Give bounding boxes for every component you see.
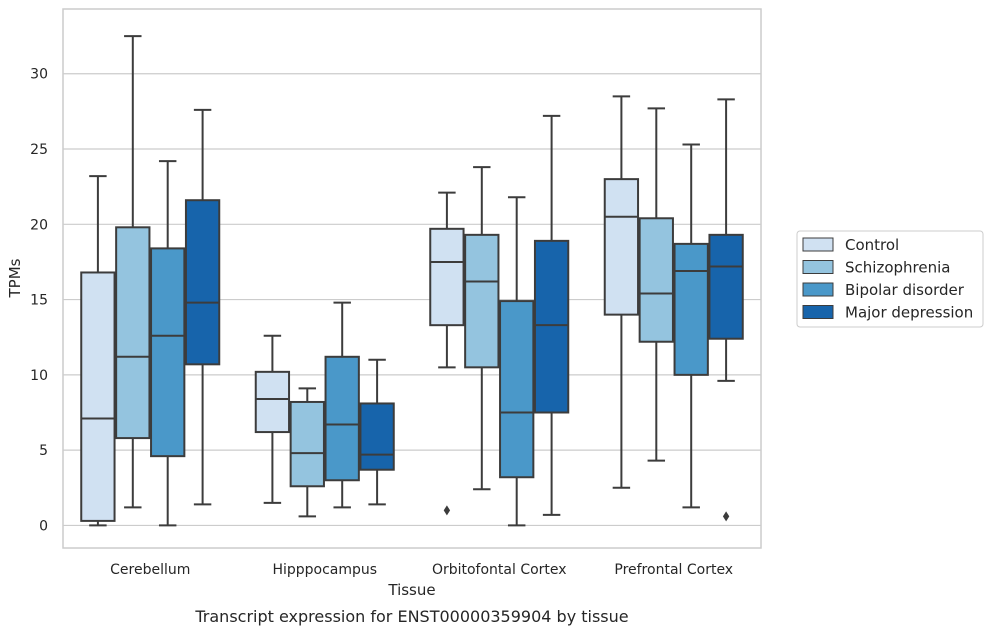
box-body	[464, 233, 500, 369]
x-tick-label: Hipppocampus	[272, 562, 377, 578]
legend-label: Major depression	[845, 304, 973, 322]
box-body	[289, 400, 325, 488]
y-tick-label: 20	[30, 217, 48, 233]
box-body	[533, 239, 570, 414]
x-tick-label: Prefrontal Cortex	[614, 562, 733, 578]
box-bipolar-disorder	[673, 143, 709, 509]
box-body	[254, 370, 291, 434]
box-body	[359, 402, 395, 471]
box-control	[429, 191, 465, 516]
box-control	[80, 175, 116, 527]
box-control	[254, 334, 291, 504]
box-control	[603, 95, 640, 489]
outlier-point	[443, 505, 451, 516]
y-tick-label: 25	[30, 142, 48, 158]
box-schizophrenia	[115, 35, 151, 509]
box-schizophrenia	[289, 387, 325, 518]
legend-label: Bipolar disorder	[845, 281, 965, 299]
box-body	[638, 217, 674, 343]
box-body	[150, 247, 186, 458]
legend: Control Schizophrenia Bipolar disorder Majo…	[796, 230, 984, 328]
box-schizophrenia	[638, 107, 674, 462]
legend-label: Control	[845, 236, 899, 254]
legend-swatch	[802, 237, 834, 252]
legend-swatch	[802, 260, 834, 274]
box-major-depression	[184, 108, 221, 506]
box-schizophrenia	[464, 166, 500, 491]
y-tick-labels: 0 5 10 15 20 25 30	[30, 67, 48, 535]
box-major-depression	[708, 98, 744, 522]
box-bipolar-disorder	[150, 160, 186, 527]
box-major-depression	[359, 358, 395, 506]
box-body	[603, 178, 640, 316]
box-body	[673, 242, 709, 376]
y-axis-title: TPMs	[6, 258, 24, 298]
outlier-point	[722, 511, 730, 522]
box-body	[184, 199, 221, 366]
box-bipolar-disorder	[324, 301, 360, 509]
box-body	[708, 233, 744, 340]
boxes	[80, 35, 744, 527]
box-body	[324, 355, 360, 482]
y-tick-label: 15	[30, 293, 48, 309]
y-tick-label: 0	[39, 518, 48, 534]
figure-caption: Transcript expression for ENST0000035990…	[194, 607, 628, 626]
x-tick-label: Orbitofontal Cortex	[432, 562, 567, 578]
y-tick-label: 5	[39, 443, 48, 459]
box-bipolar-disorder	[499, 196, 535, 527]
legend-frame	[796, 230, 984, 328]
x-axis-title: Tissue	[387, 581, 435, 599]
box-body	[80, 271, 116, 522]
legend-swatch	[802, 305, 834, 319]
x-tick-labels: Cerebellum Hipppocampus Orbitofontal Corte…	[110, 562, 733, 578]
legend-label: Schizophrenia	[845, 259, 950, 277]
x-tick-label: Cerebellum	[110, 562, 190, 578]
y-tick-label: 10	[30, 368, 48, 384]
y-tick-label: 30	[30, 67, 48, 83]
legend-swatch	[802, 282, 834, 297]
box-major-depression	[533, 114, 570, 516]
box-body	[115, 226, 151, 440]
box-body	[499, 300, 535, 479]
box-body	[429, 227, 465, 327]
